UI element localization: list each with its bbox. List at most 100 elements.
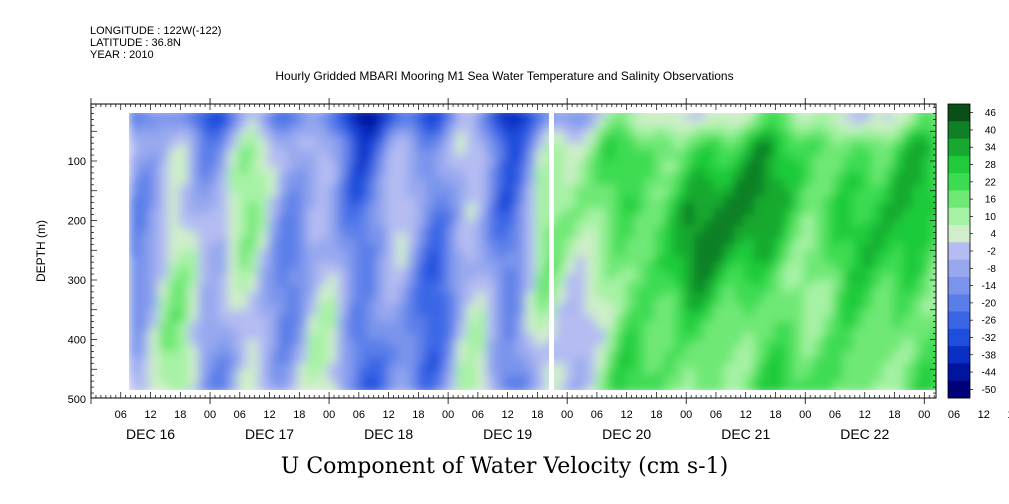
field-cell [852,178,864,186]
field-cell [337,363,348,370]
field-cell [257,190,269,198]
field-cell [317,250,328,257]
field-cell [148,285,160,293]
field-cell [535,381,546,388]
field-cell [743,291,755,299]
field-cell [694,351,705,358]
field-cell [872,375,884,382]
field-cell [129,238,140,245]
field-cell [227,345,239,352]
field-cell [912,274,923,281]
field-cell [366,268,378,275]
field-cell [575,149,586,156]
field-cell [247,166,259,174]
field-cell [446,238,457,245]
field-cell [337,131,348,138]
field-cell [198,369,209,376]
colorbar-label: -2 [987,247,996,258]
field-cell [485,274,497,281]
field-cell [813,262,824,269]
field-cell [208,369,219,376]
field-cell [892,381,904,388]
field-cell [565,196,576,204]
field-cell [684,214,695,222]
field-cell [495,232,507,239]
field-cell [158,190,169,198]
field-cell [396,280,408,287]
field-cell [436,172,447,180]
field-cell [902,250,913,257]
field-cell [465,262,477,269]
field-cell [842,214,854,222]
field-cell [902,387,913,390]
field-cell [257,262,269,269]
field-cell [664,369,675,376]
field-cell [654,232,665,239]
field-cell [337,125,348,132]
field-cell [495,208,507,216]
field-cell [773,184,785,192]
field-cell [654,256,665,263]
field-cell [594,339,606,347]
field-cell [892,172,904,180]
field-cell [803,369,814,376]
field-cell [694,274,705,281]
field-cell [932,256,936,263]
field-cell [783,184,794,192]
field-cell [337,172,348,180]
field-cell [823,285,834,293]
field-cell [872,250,884,257]
field-cell [713,268,725,275]
field-cell [773,226,785,233]
field-cell [743,297,755,305]
field-cell [426,351,437,358]
field-cell [743,262,755,269]
field-cell [208,178,219,186]
field-cell [515,208,527,216]
field-cell [148,369,160,376]
field-cell [277,375,289,382]
field-cell [704,291,715,299]
field-cell [555,131,566,138]
field-cell [386,375,398,382]
field-cell [674,375,685,382]
field-cell [227,291,239,299]
field-cell [485,214,497,222]
field-cell [902,190,913,198]
field-cell [902,155,913,162]
field-cell [634,303,646,311]
field-cell [327,202,338,210]
field-cell [723,161,735,168]
field-cell [902,291,913,299]
field-cell [495,333,507,341]
field-cell [912,291,923,299]
field-cell [525,208,537,216]
field-cell [922,309,933,317]
field-cell [138,363,150,370]
field-cell [456,190,467,198]
field-cell [733,220,745,228]
field-cell [684,297,695,305]
field-cell [912,125,923,132]
field-cell [654,291,665,299]
field-cell [416,363,427,370]
field-cell [892,238,904,245]
field-cell [396,387,408,390]
field-cell [922,280,933,287]
field-cell [129,339,140,347]
field-cell [723,309,735,317]
field-cell [555,309,566,317]
field-cell [287,244,298,251]
field-cell [515,333,527,341]
field-cell [515,184,527,192]
field-cell [565,113,576,120]
field-cell [129,262,140,269]
field-cell [178,381,189,388]
field-cell [644,238,656,245]
field-cell [862,339,874,347]
field-cell [287,125,298,132]
field-cell [793,208,804,216]
field-cell [307,315,318,323]
field-cell [575,291,586,299]
field-cell [386,119,398,126]
